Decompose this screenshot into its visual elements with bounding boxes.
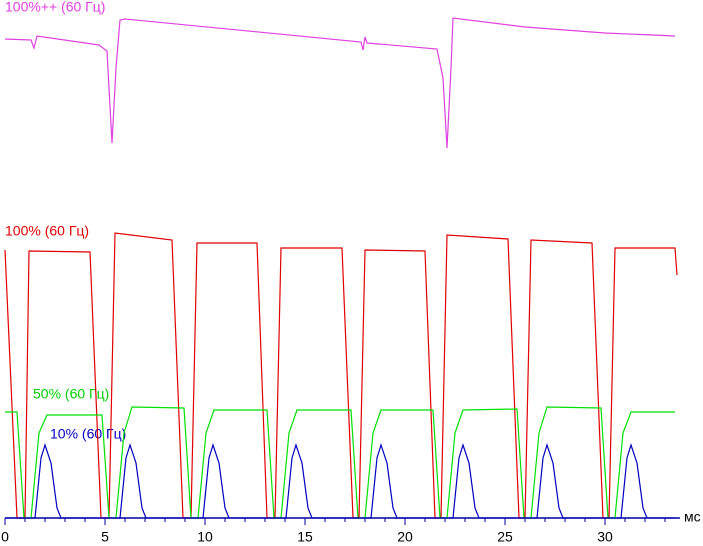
x-tick-label: 0 [1,529,9,545]
x-tick-label: 5 [101,529,109,545]
x-tick-label: 20 [397,529,413,545]
series-label: 100% (60 Гц) [5,223,89,239]
x-tick-label: 25 [497,529,513,545]
trace [4,17,676,149]
series-label: 50% (60 Гц) [33,386,109,402]
series-label: 100%++ (60 Гц) [5,0,105,15]
x-tick-label: 10 [197,529,213,545]
x-tick-label: 30 [597,529,613,545]
series-label: 10% (60 Гц) [50,426,126,442]
x-axis-label: мс [684,509,701,525]
x-tick-label: 15 [297,529,313,545]
trace [5,443,675,519]
trace [5,406,675,519]
